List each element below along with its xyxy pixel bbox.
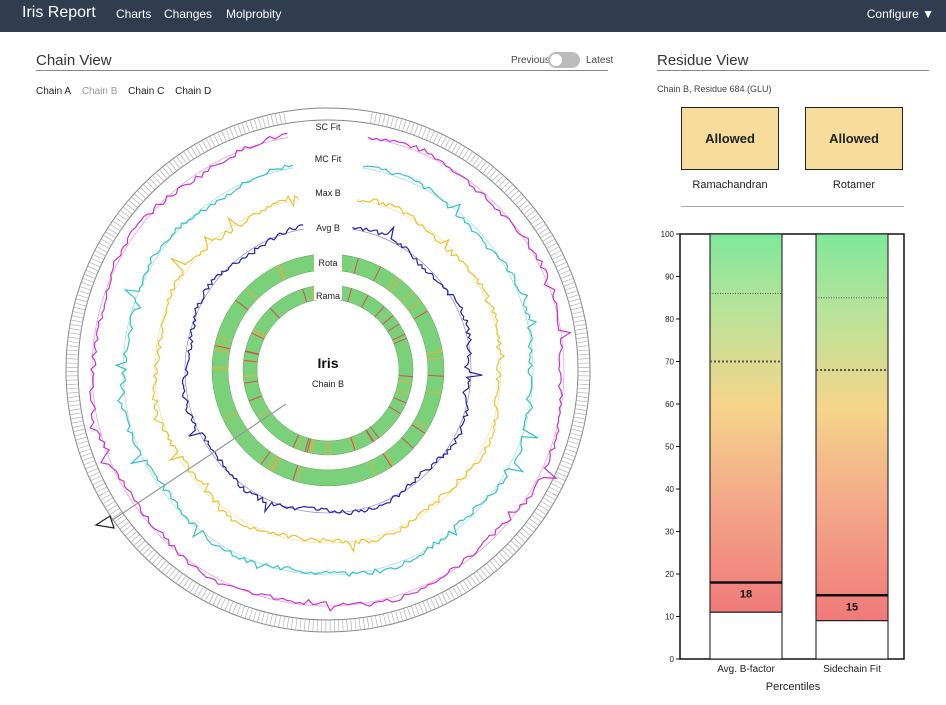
brand-link[interactable]: Iris Report: [22, 4, 96, 21]
track-baseline-1: [122, 167, 534, 576]
nav-molprobity[interactable]: Molprobity: [226, 7, 282, 21]
y-tick-label: 80: [665, 315, 674, 324]
y-tick-label: 70: [665, 358, 674, 367]
rotamer-card: Allowed: [805, 107, 903, 170]
residue-divider: [681, 206, 904, 207]
category-label: Sidechain Fit: [823, 664, 881, 675]
residue-view-divider: [657, 70, 929, 71]
value-label: 15: [846, 601, 858, 613]
percentile-bar: [709, 233, 783, 613]
y-tick-label: 50: [665, 443, 674, 452]
chain-circular-plot[interactable]: SC Fit MC Fit Max B Avg B Rota Rama Iris Chai…: [0, 100, 640, 660]
center-subtitle: Chain B: [312, 379, 344, 389]
track-line-3: [181, 224, 483, 515]
y-tick-label: 40: [665, 485, 674, 494]
toggle-knob: [550, 54, 562, 66]
ring-label-0: SC Fit: [315, 122, 341, 132]
category-label: Avg. B-factor: [717, 664, 775, 675]
y-tick-label: 20: [665, 570, 674, 579]
x-axis-label: Percentiles: [766, 681, 821, 693]
percentile-chart: 0 10 20 30 40 50 60 70 80 90 100 18 Avg. B-factor 15 S…: [661, 230, 905, 693]
chain-tabs: Chain A Chain B Chain C Chain D: [36, 86, 219, 97]
y-tick-label: 10: [665, 613, 674, 622]
value-label: 18: [740, 589, 752, 601]
y-tick-label: 90: [665, 273, 674, 282]
tab-chain-c[interactable]: Chain C: [128, 86, 165, 97]
residue-label: Chain B, Residue 684 (GLU): [657, 84, 772, 94]
residue-view-title: Residue View: [657, 52, 749, 69]
track-line-2: [151, 194, 506, 554]
nav-charts[interactable]: Charts: [116, 7, 152, 21]
ring-label-5: Rama: [316, 291, 340, 301]
y-tick-label: 0: [670, 655, 675, 664]
y-tick-label: 30: [665, 528, 674, 537]
ramachandran-caption: Ramachandran: [692, 179, 768, 191]
rotamer-caption: Rotamer: [832, 179, 876, 191]
track-baseline-2: [154, 199, 502, 544]
center-title: Iris: [317, 355, 338, 371]
track-baseline-3: [184, 228, 472, 514]
ring-label-3: Avg B: [316, 223, 340, 233]
nav-changes[interactable]: Changes: [164, 7, 213, 21]
percentile-bar-base: [815, 620, 889, 660]
tab-chain-a[interactable]: Chain A: [36, 86, 72, 97]
y-tick-label: 60: [665, 400, 674, 409]
ramachandran-card: Allowed: [681, 107, 779, 170]
selection-marker-icon[interactable]: [94, 515, 115, 529]
chain-view-title: Chain View: [36, 52, 112, 69]
configure-menu[interactable]: Configure ▼: [866, 7, 934, 21]
track-baseline-0: [91, 137, 565, 607]
chain-view-divider: [36, 70, 608, 71]
toggle-latest-label: Latest: [586, 55, 614, 66]
percentile-bar: [815, 233, 889, 622]
track-line-0: [89, 132, 572, 612]
selection-pointer: [107, 403, 287, 524]
toggle-previous-label: Previous: [511, 55, 550, 66]
tab-chain-d[interactable]: Chain D: [175, 86, 212, 97]
navbar: Iris Report Charts Changes Molprobity Co…: [0, 0, 946, 32]
tab-chain-b[interactable]: Chain B: [81, 86, 118, 97]
percentile-bar-base: [709, 611, 783, 660]
ring-label-4: Rota: [318, 258, 337, 268]
previous-latest-toggle[interactable]: [548, 52, 580, 68]
ring-label-2: Max B: [315, 188, 341, 198]
y-tick-label: 100: [661, 230, 675, 239]
ring-label-1: MC Fit: [315, 154, 342, 164]
